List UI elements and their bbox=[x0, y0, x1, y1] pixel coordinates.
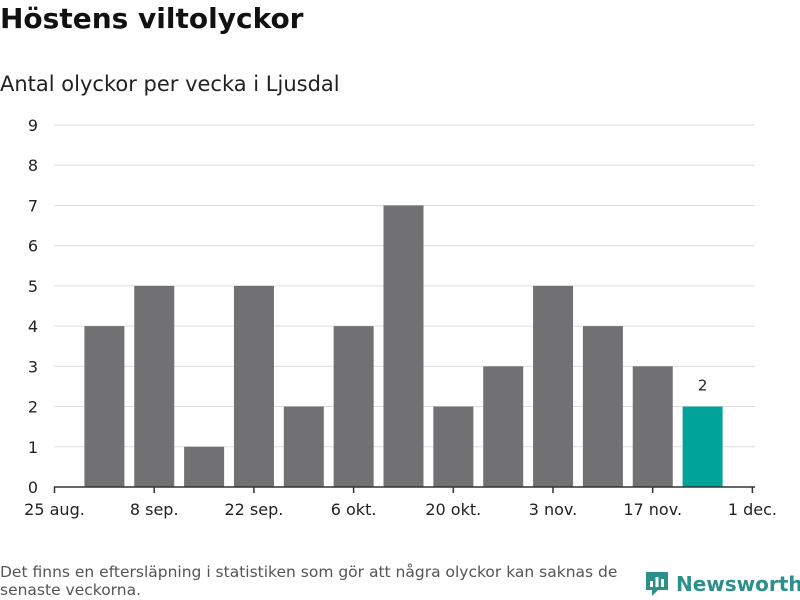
bar bbox=[184, 446, 225, 487]
x-tick-label: 3 nov. bbox=[529, 500, 578, 519]
y-tick-label: 2 bbox=[28, 398, 38, 417]
bar bbox=[134, 285, 175, 487]
y-tick-label: 6 bbox=[28, 237, 38, 256]
bar bbox=[533, 285, 574, 487]
x-axis-tick-labels: 25 aug. 8 sep. 22 sep. 6 okt. 20 okt. 3 nov. 1… bbox=[24, 500, 777, 519]
x-tick-label: 25 aug. bbox=[24, 500, 85, 519]
brand-name: Newsworthy bbox=[676, 572, 800, 596]
y-tick-label: 0 bbox=[28, 478, 38, 497]
bars bbox=[84, 205, 723, 487]
bar bbox=[333, 326, 374, 487]
x-tick-label: 8 sep. bbox=[130, 500, 179, 519]
y-tick-label: 3 bbox=[28, 357, 38, 376]
x-tick-label: 6 okt. bbox=[331, 500, 377, 519]
y-tick-label: 8 bbox=[28, 156, 38, 175]
y-tick-label: 5 bbox=[28, 277, 38, 296]
bar bbox=[233, 285, 274, 487]
y-axis-tick-labels: 0 1 2 3 4 5 6 7 8 9 bbox=[28, 116, 38, 497]
y-tick-label: 9 bbox=[28, 116, 38, 135]
newsworthy-logo: Newsworthy bbox=[644, 570, 800, 598]
x-axis bbox=[53, 486, 755, 493]
y-tick-label: 4 bbox=[28, 317, 38, 336]
chart-title: Höstens viltolyckor bbox=[0, 2, 304, 35]
data-label: 2 bbox=[698, 377, 708, 395]
bar bbox=[582, 326, 623, 487]
bar bbox=[433, 406, 474, 487]
chart-subtitle: Antal olyckor per vecka i Ljusdal bbox=[0, 72, 340, 96]
bar-chart-logo-icon bbox=[646, 572, 668, 596]
bar bbox=[84, 326, 125, 487]
y-tick-label: 7 bbox=[28, 196, 38, 215]
bar bbox=[682, 406, 723, 487]
bar bbox=[483, 366, 524, 487]
x-tick-label: 17 nov. bbox=[623, 500, 682, 519]
bar bbox=[383, 205, 424, 487]
data-labels: 2 bbox=[698, 377, 708, 395]
bar bbox=[632, 366, 673, 487]
footnote: Det finns en eftersläpning i statistiken… bbox=[0, 563, 618, 599]
y-tick-label: 1 bbox=[28, 438, 38, 457]
x-tick-label: 1 dec. bbox=[728, 500, 777, 519]
x-tick-label: 22 sep. bbox=[224, 500, 283, 519]
bar bbox=[283, 406, 324, 487]
x-tick-label: 20 okt. bbox=[425, 500, 481, 519]
